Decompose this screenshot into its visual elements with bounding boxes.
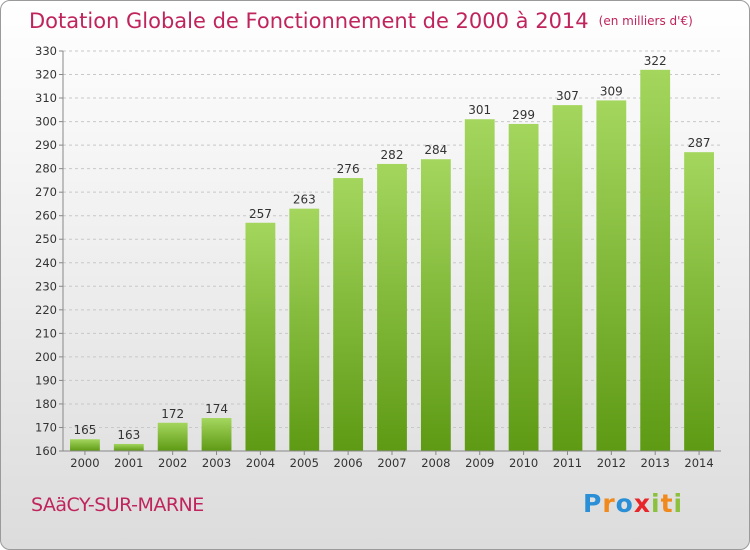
y-tick-label: 270 [35,185,57,199]
y-tick-label: 310 [35,91,57,105]
x-tick-label: 2000 [70,456,99,470]
y-tick-label: 250 [35,232,57,246]
bar [157,422,188,451]
logo-letter: P [583,489,603,518]
bar [113,443,144,451]
bar [333,178,364,451]
y-tick-label: 200 [35,350,57,364]
bar-value-label: 322 [644,54,667,68]
bar [596,100,627,451]
x-tick-label: 2009 [465,456,494,470]
bar [508,123,539,452]
bar [377,163,407,452]
y-tick-label: 170 [35,420,57,434]
bar [552,105,583,451]
bar-value-label: 287 [688,136,711,150]
bar-value-label: 299 [512,108,535,122]
logo-letter: t [660,489,674,518]
y-tick-label: 220 [35,303,57,317]
y-tick-label: 300 [35,115,57,129]
y-tick-label: 190 [35,373,57,387]
bar [201,418,232,451]
bar-value-label: 165 [73,423,96,437]
x-tick-label: 2006 [333,456,362,470]
x-tick-label: 2013 [641,456,670,470]
x-tick-label: 2010 [509,456,538,470]
y-tick-label: 330 [35,44,57,58]
bar [289,208,320,451]
bar-value-label: 263 [293,193,316,207]
x-tick-label: 2007 [377,456,406,470]
y-tick-label: 160 [35,444,57,458]
x-tick-label: 2003 [202,456,231,470]
chart-title-text: Dotation Globale de Fonctionnement de 20… [29,9,589,33]
bar [420,159,451,451]
x-tick-label: 2014 [684,456,713,470]
chart-title: Dotation Globale de Fonctionnement de 20… [29,9,693,33]
bar [464,119,495,451]
bar-value-label: 172 [161,407,184,421]
bar [245,222,276,451]
bar-value-label: 307 [556,89,579,103]
bar-value-label: 301 [468,103,491,117]
x-tick-label: 2011 [553,456,582,470]
y-tick-label: 230 [35,279,57,293]
logo-letter: o [615,489,634,518]
y-tick-label: 210 [35,326,57,340]
y-tick-label: 180 [35,397,57,411]
x-tick-label: 2008 [421,456,450,470]
bar [70,439,100,451]
bar-value-label: 282 [381,148,404,162]
x-tick-label: 2004 [246,456,275,470]
y-tick-label: 280 [35,162,57,176]
y-tick-label: 260 [35,209,57,223]
x-tick-label: 2012 [597,456,626,470]
bar-value-label: 276 [337,162,360,176]
y-tick-label: 320 [35,68,57,82]
logo-letter: r [602,489,616,518]
bar-value-label: 284 [424,143,447,157]
commune-name: SAäCY-SUR-MARNE [31,494,204,516]
logo-letter: x [633,489,651,518]
bar-value-label: 309 [600,84,623,98]
bar [640,69,671,451]
logo-letter: i [673,489,684,518]
logo-letter: i [651,489,661,518]
bar-value-label: 163 [117,428,140,442]
x-tick-label: 2005 [290,456,319,470]
y-tick-label: 290 [35,138,57,152]
bar-value-label: 174 [205,402,228,416]
y-tick-label: 240 [35,256,57,270]
bar [684,152,714,452]
chart-unit: (en milliers d'€) [598,14,693,28]
proxiti-logo[interactable]: Proxiti [583,489,683,518]
bar-value-label: 257 [249,207,272,221]
x-tick-label: 2002 [158,456,187,470]
x-tick-label: 2001 [114,456,143,470]
